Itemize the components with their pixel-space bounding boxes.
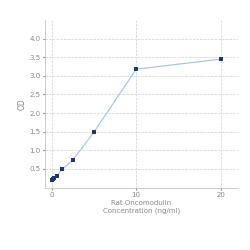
- Point: [55, 174, 59, 178]
- Point: [71, 158, 75, 162]
- Point: [134, 67, 138, 71]
- Point: [51, 177, 55, 181]
- Point: [50, 178, 54, 182]
- Point: [60, 167, 64, 171]
- Y-axis label: OD: OD: [18, 98, 27, 110]
- Point: [52, 176, 56, 180]
- X-axis label: Rat Oncomodulin
Concentration (ng/ml): Rat Oncomodulin Concentration (ng/ml): [103, 200, 180, 214]
- Point: [92, 130, 96, 134]
- Point: [218, 57, 222, 61]
